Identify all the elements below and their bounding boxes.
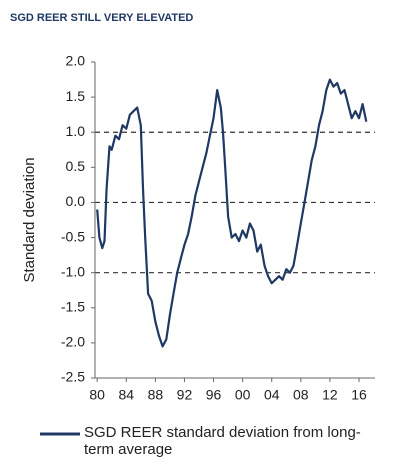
legend-label: SGD REER standard deviation from long-te… <box>84 424 361 458</box>
x-tick-label: 04 <box>264 387 280 403</box>
y-axis-label: Standard deviation <box>21 157 38 282</box>
x-tick-label: 92 <box>177 387 193 403</box>
y-tick-label: -2.5 <box>61 369 85 385</box>
y-tick-label: 1.0 <box>66 123 86 139</box>
y-tick-label: -1.0 <box>61 263 85 279</box>
x-tick-label: 96 <box>206 387 222 403</box>
y-tick-label: 1.5 <box>66 88 86 104</box>
x-tick-label: 84 <box>118 387 134 403</box>
x-tick-label: 16 <box>351 387 367 403</box>
y-tick-label: -2.0 <box>61 334 85 350</box>
x-tick-label: 12 <box>322 387 338 403</box>
y-tick-label: -1.5 <box>61 298 85 314</box>
x-tick-label: 08 <box>293 387 309 403</box>
y-tick-label: 2.0 <box>66 53 86 69</box>
x-tick-label: 80 <box>89 387 105 403</box>
series-line <box>96 78 368 348</box>
x-tick-label: 88 <box>148 387 164 403</box>
y-tick-label: 0.5 <box>66 158 86 174</box>
chart-title: SGD REER STILL VERY ELEVATED <box>10 12 193 24</box>
y-tick-label: 0.0 <box>66 193 86 209</box>
y-tick-label: -0.5 <box>61 228 85 244</box>
x-tick-label: 00 <box>235 387 251 403</box>
